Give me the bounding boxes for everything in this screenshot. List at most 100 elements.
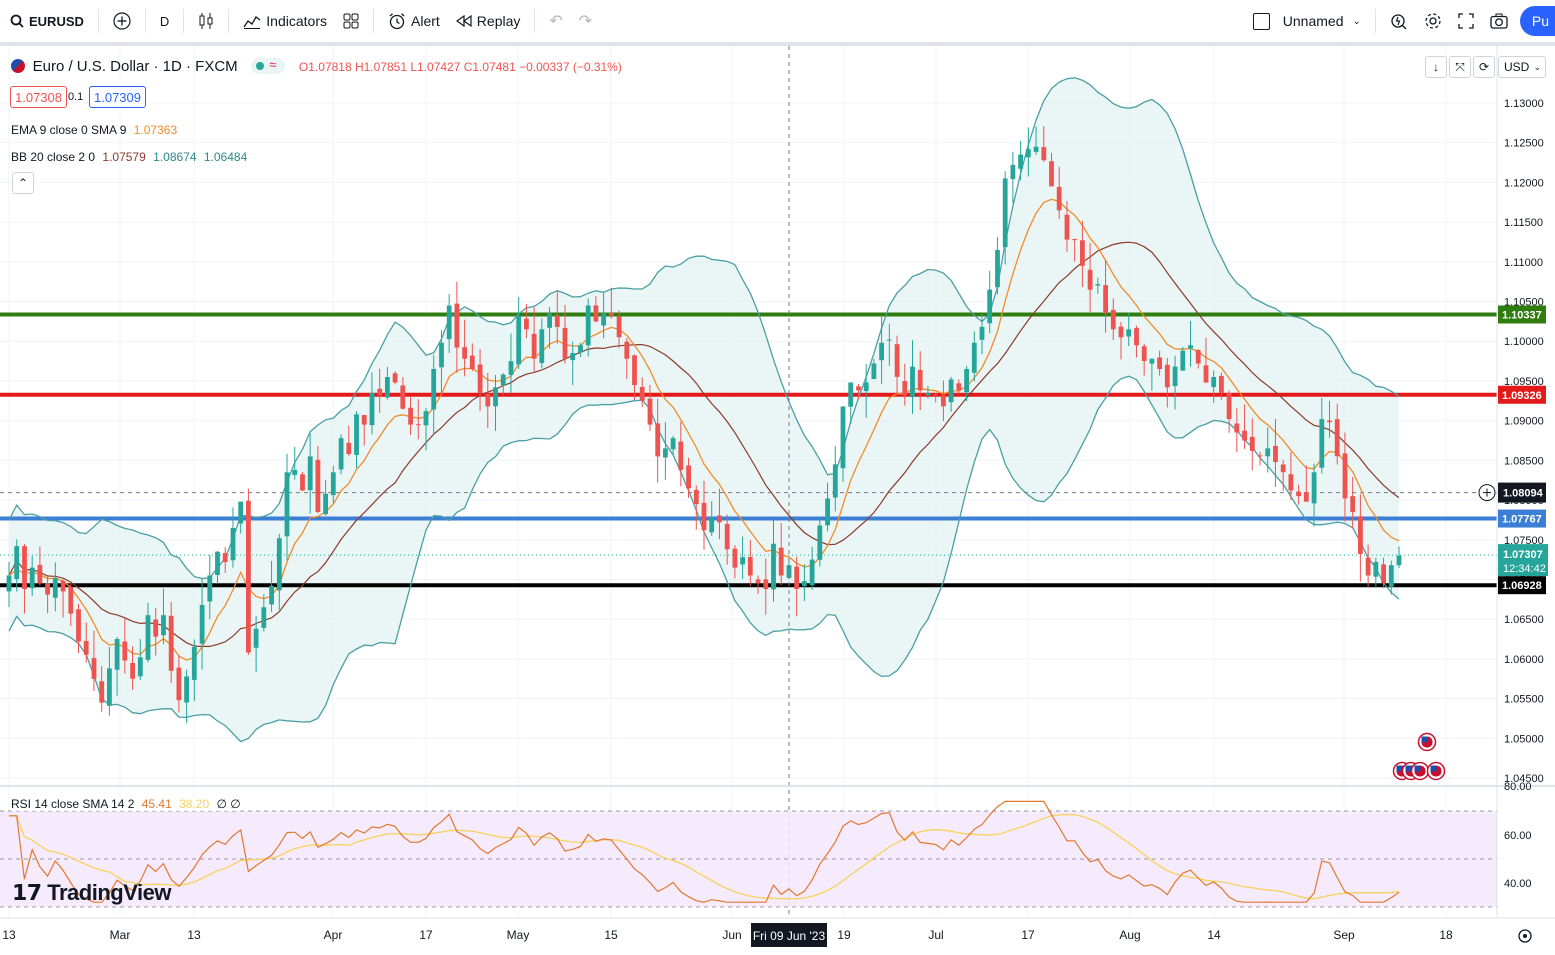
- crosshair-price-label: 1.08094: [1503, 488, 1544, 500]
- candle-body: [469, 355, 475, 370]
- candle-body: [1288, 474, 1294, 491]
- candle-body: [1080, 240, 1085, 266]
- price-axis[interactable]: 1.130001.125001.120001.115001.110001.105…: [1478, 46, 1548, 918]
- symbol-search-button[interactable]: EURUSD: [0, 0, 92, 44]
- refresh-icon: ⟳: [1478, 60, 1490, 74]
- candle-body: [354, 414, 359, 455]
- bb-basis-value: 1.07579: [102, 150, 146, 164]
- rewind-icon: [455, 14, 472, 28]
- candle-body: [508, 361, 514, 375]
- candle-body: [276, 538, 282, 591]
- publish-button[interactable]: Pu: [1519, 6, 1555, 36]
- candle-body: [1203, 365, 1209, 383]
- candle-body: [578, 345, 583, 353]
- auto-fit-button[interactable]: ⤧: [1449, 56, 1471, 78]
- time-axis[interactable]: 13 Mar 13 Apr 17 May 15 Jun 19 Jul 17 Aug 14 Sep 18 Fri…: [0, 917, 1555, 947]
- layout-templates-button[interactable]: [335, 0, 367, 44]
- candle-body: [686, 465, 691, 489]
- candle-body: [1002, 178, 1008, 248]
- us-event-flag-icon-canton: [1414, 765, 1421, 772]
- buy-price-button[interactable]: 1.07309: [89, 86, 146, 108]
- quick-search-button[interactable]: [1382, 0, 1416, 44]
- watermark-text: TradingView: [47, 880, 171, 905]
- candle-body: [1064, 214, 1070, 240]
- candle-body: [385, 377, 390, 398]
- time-tick-label: 14: [1207, 928, 1221, 942]
- candle-body: [269, 585, 274, 605]
- candle-body: [709, 517, 715, 533]
- grid-icon: [343, 13, 359, 29]
- spread-value: 0.1: [68, 91, 83, 103]
- candle-body: [971, 342, 977, 373]
- layout-name-button[interactable]: Unnamed ⌄: [1245, 0, 1369, 44]
- candle-body: [68, 586, 74, 614]
- time-tick-label: Sep: [1333, 928, 1355, 942]
- candle-body: [531, 333, 537, 359]
- rsi-extra: ∅ ∅: [216, 797, 241, 811]
- candle-body: [1365, 557, 1371, 576]
- fullscreen-button[interactable]: [1450, 0, 1482, 44]
- undo-button[interactable]: ↶: [541, 0, 570, 44]
- settings-button[interactable]: [1416, 0, 1450, 44]
- add-circle-icon: [113, 12, 131, 30]
- candle-body: [377, 388, 383, 396]
- price-tick-label: 1.09500: [1504, 376, 1544, 388]
- candle-body: [1033, 146, 1039, 152]
- candle-body: [1095, 284, 1101, 286]
- sell-price: 1.07308: [15, 90, 62, 105]
- candle-body: [215, 551, 220, 575]
- economic-events[interactable]: [1392, 732, 1446, 781]
- candlestick-series: [6, 126, 1402, 724]
- reset-chart-button[interactable]: ⟳: [1473, 56, 1495, 78]
- symbol-name: EURUSD: [29, 13, 84, 29]
- crosshair-date-label-bg: [751, 923, 827, 947]
- rsi-pane: [0, 800, 1497, 908]
- time-axis-settings-icon[interactable]: [1518, 929, 1532, 943]
- chart-type-button[interactable]: [190, 0, 222, 44]
- candle-body: [1226, 393, 1232, 420]
- interval-button[interactable]: D: [152, 0, 177, 44]
- chevron-down-icon: ⌄: [1352, 15, 1361, 27]
- quick-search-icon: [1391, 14, 1407, 30]
- bb-legend[interactable]: BB 20 close 2 0 1.07579 1.08674 1.06484: [11, 150, 247, 164]
- scroll-to-realtime-button[interactable]: ↓: [1425, 56, 1447, 78]
- candle-body: [207, 575, 213, 602]
- candle-body: [809, 559, 815, 586]
- candle-body: [423, 411, 429, 426]
- candle-body: [145, 615, 151, 660]
- ema-line: [8, 198, 1400, 661]
- candle-body: [1311, 472, 1317, 504]
- market-status-dot[interactable]: ≈: [251, 57, 286, 74]
- candle-body: [802, 581, 807, 586]
- candle-body: [956, 383, 962, 391]
- time-tick-label: 13: [2, 928, 16, 942]
- candle-body: [678, 441, 684, 470]
- candle-body: [817, 525, 823, 560]
- arrow-down-icon: ↓: [1433, 60, 1439, 74]
- alert-button[interactable]: Alert: [380, 0, 448, 44]
- redo-button[interactable]: ↷: [571, 0, 600, 44]
- us-event-flag-icon-canton: [1396, 765, 1403, 772]
- candle-body: [153, 619, 159, 637]
- snapshot-button[interactable]: [1482, 0, 1516, 44]
- candle-body: [794, 566, 800, 589]
- candle-body: [1358, 516, 1363, 554]
- candle-body: [601, 313, 606, 326]
- rsi-legend[interactable]: RSI 14 close SMA 14 2 45.41 38.20 ∅ ∅: [11, 797, 241, 811]
- candle-body: [910, 366, 915, 398]
- indicators-button[interactable]: Indicators: [235, 0, 335, 44]
- candle-body: [161, 615, 166, 636]
- currency-selector[interactable]: USD ⌄: [1498, 56, 1546, 78]
- ema-legend[interactable]: EMA 9 close 0 SMA 9 1.07363: [11, 123, 177, 137]
- replay-button[interactable]: Replay: [448, 0, 529, 44]
- price-tick-label: 1.11000: [1504, 257, 1543, 269]
- compare-symbol-button[interactable]: [105, 0, 139, 44]
- collapse-legend-button[interactable]: ⌃: [12, 172, 34, 194]
- candle-body: [168, 615, 174, 671]
- sell-price-button[interactable]: 1.07308: [10, 86, 67, 108]
- candle-body: [1396, 555, 1402, 566]
- candle-body: [547, 313, 552, 328]
- price-tick-label: 1.05500: [1504, 694, 1544, 706]
- chart-canvas[interactable]: 1.130001.125001.120001.115001.110001.105…: [0, 46, 1555, 955]
- price-tick-label: 1.07500: [1504, 535, 1544, 547]
